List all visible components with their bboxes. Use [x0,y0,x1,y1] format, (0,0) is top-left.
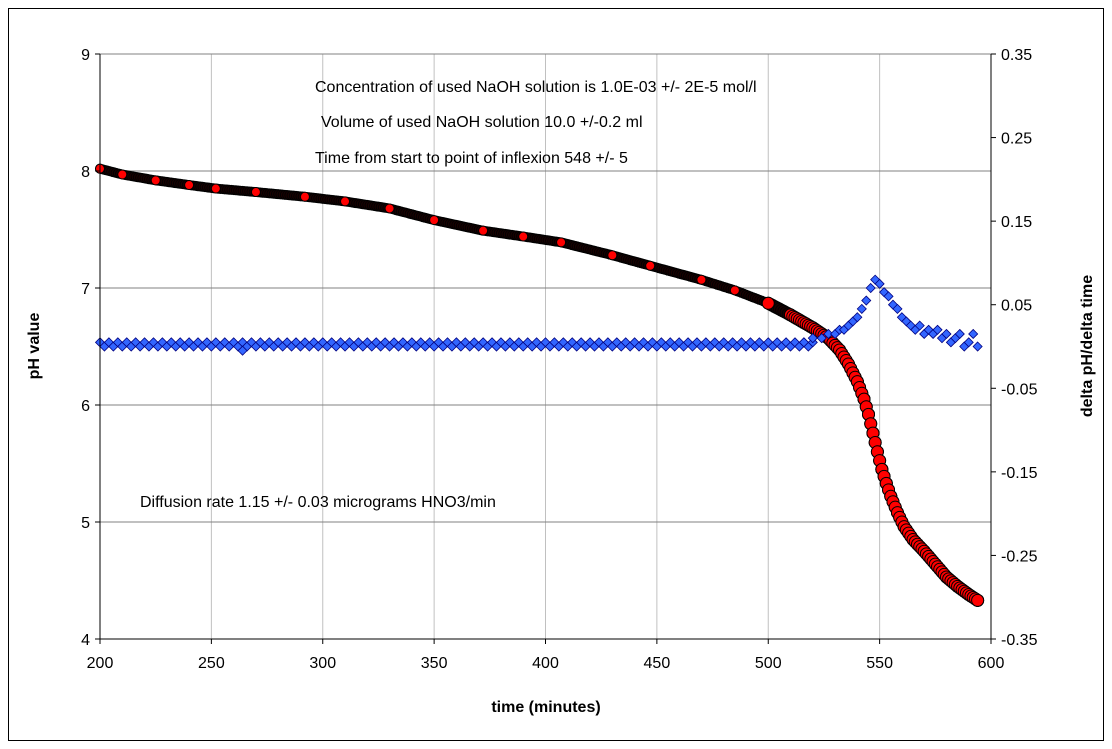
delta-point [892,303,903,314]
delta-point [941,328,952,340]
chart-border [8,8,1104,741]
ph-point [645,260,656,271]
delta-point [798,337,809,348]
y2-tick-label: -0.25 [1001,548,1038,565]
delta-point [823,328,834,340]
ph-point [729,285,740,296]
y2-tick-label: -0.05 [1001,381,1038,398]
ph-point [761,296,775,310]
y2-tick-label: 0.15 [1001,214,1032,231]
x-tick-label: 250 [198,655,225,672]
y2-tick-label: -0.15 [1001,465,1038,482]
delta-point [861,295,872,306]
chart-frame: 200 250 300 350 400 450 500 550 600 4 5 6 7 8 9 -0.35 -0… [8,8,1104,741]
delta-point [954,328,965,340]
x-axis-title: time (minutes) [491,699,600,716]
ph-point [184,180,195,191]
x-tick-label: 550 [866,655,893,672]
delta-series [94,274,983,356]
annotation-concentration: Concentration of used NaOH solution is 1… [315,79,757,96]
delta-point [816,333,827,344]
delta-point [963,337,974,348]
delta-point [807,333,818,344]
annotation-volume: Volume of used NaOH solution 10.0 +/-0.2… [321,114,643,131]
ph-chart: 200 250 300 350 400 450 500 550 600 4 5 6 7 8 9 -0.35 -0… [8,8,1104,741]
delta-point [852,312,863,323]
ph-point [607,250,618,261]
delta-point [883,291,894,302]
y-tick-label: 7 [81,281,90,298]
y-tick-label: 9 [81,47,90,64]
delta-point [237,345,248,356]
y2-tick-label: 0.05 [1001,298,1032,315]
annotation-diffusion-rate: Diffusion rate 1.15 +/- 0.03 micrograms … [140,494,496,511]
ph-point [971,593,985,607]
x-tick-label: 450 [644,655,671,672]
delta-point [972,341,983,352]
delta-point [874,278,885,289]
gridlines [100,53,992,639]
delta-point [914,320,925,331]
ph-point [250,187,261,198]
ph-point [696,274,707,285]
annotation-inflexion-time: Time from start to point of inflexion 54… [315,150,628,167]
y-tick-label: 4 [81,632,90,649]
y-tick-label: 8 [81,164,90,181]
y-tick-label: 5 [81,515,90,532]
ph-point [340,196,351,207]
ph-series [95,163,985,607]
tick-labels: 200 250 300 350 400 450 500 550 600 4 5 6 7 8 9 -0.35 -0… [81,47,1037,672]
axes [95,53,996,644]
ph-point [384,203,395,214]
delta-point [865,282,876,294]
x-tick-label: 200 [87,655,114,672]
ph-point [478,225,489,236]
ph-point [117,169,128,180]
y2-tick-label: 0.35 [1001,47,1032,64]
ph-point [150,175,161,186]
delta-point [856,303,867,314]
delta-point [932,324,943,335]
ph-point [210,183,221,194]
ph-point [518,231,529,242]
x-tick-label: 500 [755,655,782,672]
x-tick-label: 350 [421,655,448,672]
y2-tick-label: -0.35 [1001,632,1038,649]
ph-point [299,191,310,202]
y2-axis-title: delta pH/delta time [1079,275,1096,417]
x-tick-label: 300 [309,655,336,672]
delta-point [968,328,979,340]
y-tick-label: 6 [81,398,90,415]
y2-tick-label: 0.25 [1001,131,1032,148]
ph-point [556,237,567,248]
ph-point [429,215,440,226]
x-tick-label: 600 [978,655,1005,672]
y-axis-title: pH value [26,313,43,380]
x-tick-label: 400 [532,655,559,672]
